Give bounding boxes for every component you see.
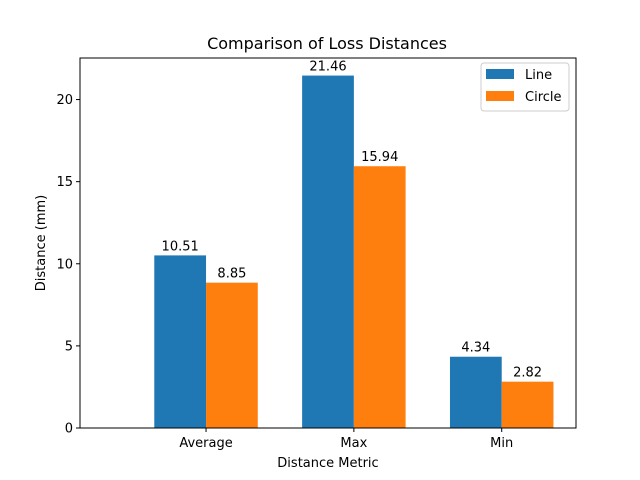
data-label-circle-average: 8.85 (217, 267, 246, 282)
legend-swatch-circle (486, 91, 514, 101)
plot-area: 10.51 21.46 4.34 8.85 15.94 2.82 (154, 60, 554, 428)
legend-label-line: Line (525, 68, 552, 83)
x-axis-label: Distance Metric (277, 456, 378, 471)
y-tick-label: 15 (56, 175, 73, 190)
bar-line-average (154, 255, 207, 428)
y-axis: 0 5 10 15 20 (56, 93, 80, 437)
chart-title: Comparison of Loss Distances (207, 34, 447, 53)
bar-line-max (302, 75, 354, 428)
bar-circle-average (206, 282, 258, 428)
data-label-circle-min: 2.82 (513, 366, 542, 381)
y-tick-label: 5 (65, 339, 73, 354)
legend-label-circle: Circle (525, 90, 562, 105)
x-tick-label: Average (179, 436, 232, 451)
y-axis-label: Distance (mm) (34, 195, 49, 291)
data-label-line-max: 21.46 (309, 60, 346, 75)
data-label-line-average: 10.51 (162, 239, 199, 254)
legend: Line Circle (480, 62, 570, 112)
data-label-circle-max: 15.94 (361, 150, 398, 165)
legend-swatch-line (486, 69, 514, 79)
bar-line-min (449, 356, 502, 428)
y-tick-label: 20 (56, 93, 73, 108)
x-axis: Average Max Min (179, 428, 513, 451)
plot-frame (79, 57, 577, 429)
x-tick-label: Max (340, 436, 367, 451)
bar-circle-max (353, 166, 406, 428)
y-tick-label: 0 (65, 422, 73, 437)
y-tick-label: 10 (56, 257, 73, 272)
bar-circle-min (501, 381, 554, 428)
x-tick-label: Min (490, 436, 513, 451)
data-label-line-min: 4.34 (461, 341, 490, 356)
